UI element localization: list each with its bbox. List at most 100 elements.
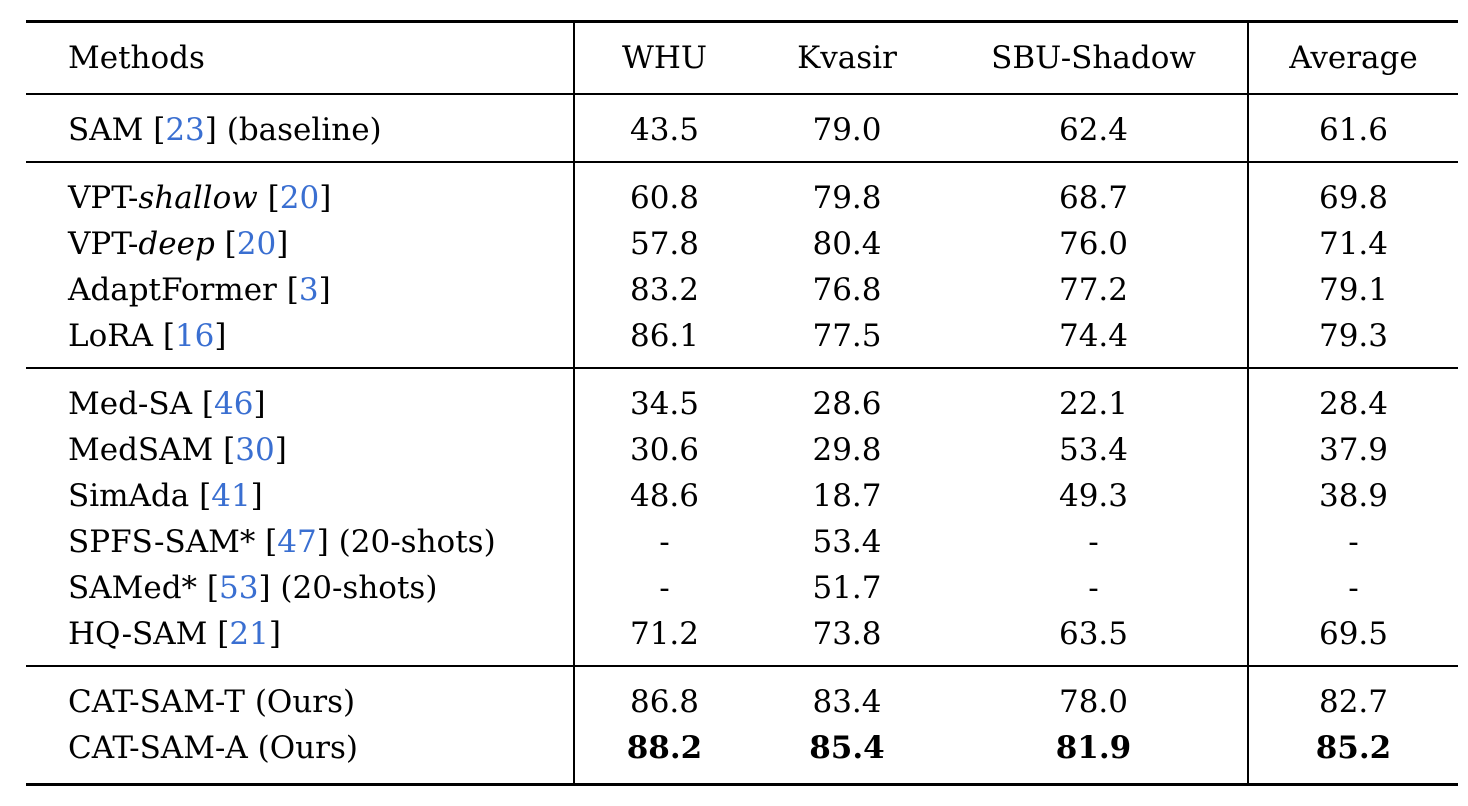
method-cell: AdaptFormer [3] [26, 267, 575, 313]
method-suffix: ] [268, 616, 281, 652]
method-cell: CAT-SAM-T (Ours) [26, 665, 575, 725]
method-suffix: ] [319, 180, 332, 216]
whu-value: 83.2 [629, 272, 700, 308]
citation-link[interactable]: 21 [229, 616, 269, 652]
table-row: HQ-SAM [21] 71.2 73.8 63.5 69.5 [26, 611, 1458, 666]
method-cell: SimAda [41] [26, 473, 575, 519]
method-suffix: ] [274, 432, 287, 468]
table-row: SPFS-SAM* [47] (20-shots) - 53.4 - - [26, 519, 1458, 565]
header-methods: Methods [26, 20, 575, 95]
sbu-value: - [940, 519, 1249, 565]
average-value: 71.4 [1318, 226, 1389, 262]
sbu-value: 68.7 [940, 161, 1249, 221]
method-suffix: ] (20-shots) [316, 524, 496, 560]
average-value: 79.3 [1318, 318, 1389, 354]
citation-link[interactable]: 20 [236, 226, 277, 262]
kvasir-value: 28.6 [754, 367, 940, 427]
average-value: - [1348, 524, 1359, 560]
method-name: VPT- [68, 226, 139, 262]
table-row: AdaptFormer [3] 83.2 76.8 77.2 79.1 [26, 267, 1458, 313]
kvasir-value: 80.4 [812, 226, 882, 262]
citation-link[interactable]: 53 [219, 570, 259, 606]
method-cell: SPFS-SAM* [47] (20-shots) [26, 519, 575, 565]
kvasir-value: 53.4 [812, 524, 882, 560]
header-kvasir: Kvasir [754, 20, 940, 95]
method-bracket: [ [214, 226, 237, 262]
group-sam-adaptation: Med-SA [46] 34.5 28.6 22.1 28.4 MedSAM [… [26, 367, 1458, 666]
sbu-value: 22.1 [940, 367, 1249, 427]
whu-value: 71.2 [629, 616, 700, 652]
citation-link[interactable]: 46 [213, 386, 254, 422]
average-value: 82.7 [1248, 665, 1458, 725]
table-row: VPT-shallow [20] 60.8 79.8 68.7 69.8 [26, 161, 1458, 221]
method-name: LoRA [ [68, 318, 175, 354]
results-table: Methods WHU Kvasir SBU-Shadow Average SA… [26, 20, 1458, 786]
kvasir-value: 76.8 [812, 272, 882, 308]
average-value: - [1348, 570, 1359, 606]
method-suffix: ] [318, 272, 331, 308]
method-name: SimAda [ [68, 478, 212, 514]
kvasir-value: 79.0 [812, 112, 882, 148]
sbu-value: 62.4 [940, 94, 1249, 162]
method-bracket: [ [257, 180, 280, 216]
citation-link[interactable]: 47 [277, 524, 317, 560]
whu-value: 34.5 [574, 367, 754, 427]
sbu-value: 74.4 [940, 313, 1249, 368]
citation-link[interactable]: 41 [211, 478, 251, 514]
average-value: 37.9 [1318, 432, 1389, 468]
method-cell: VPT-shallow [20] [26, 161, 575, 221]
citation-link[interactable]: 3 [298, 272, 319, 308]
method-suffix: ] [214, 318, 227, 354]
average-value: 28.4 [1248, 367, 1458, 427]
method-name: SAMed* [ [68, 570, 220, 606]
whu-value: 86.8 [574, 665, 754, 725]
citation-link[interactable]: 20 [279, 180, 320, 216]
group-peft: VPT-shallow [20] 60.8 79.8 68.7 69.8 VPT… [26, 161, 1458, 368]
whu-value: - [659, 524, 670, 560]
kvasir-value: 79.8 [754, 161, 940, 221]
method-cell: Med-SA [46] [26, 367, 575, 427]
whu-value: 30.6 [629, 432, 700, 468]
method-name: AdaptFormer [ [68, 272, 299, 308]
header-average: Average [1248, 20, 1458, 95]
method-cell: CAT-SAM-A (Ours) [26, 725, 575, 786]
average-value-best: 85.2 [1248, 725, 1458, 786]
whu-value: 43.5 [629, 112, 700, 148]
kvasir-value: 73.8 [812, 616, 882, 652]
citation-link[interactable]: 23 [165, 112, 205, 148]
citation-link[interactable]: 16 [174, 318, 215, 354]
sbu-value: 49.3 [940, 473, 1249, 519]
sbu-value: 76.0 [940, 221, 1249, 267]
method-cell: SAM [23] (baseline) [26, 94, 575, 162]
kvasir-value-best: 85.4 [754, 725, 940, 786]
citation-link[interactable]: 30 [235, 432, 275, 468]
whu-value: 48.6 [629, 478, 700, 514]
method-name: Med-SA [ [68, 386, 214, 422]
method-cell: HQ-SAM [21] [26, 611, 575, 666]
table-row: MedSAM [30] 30.6 29.8 53.4 37.9 [26, 427, 1458, 473]
header-whu: WHU [574, 20, 754, 95]
kvasir-value: 77.5 [812, 318, 882, 354]
table-row: SAMed* [53] (20-shots) - 51.7 - - [26, 565, 1458, 611]
sbu-value: 53.4 [940, 427, 1249, 473]
whu-value: - [659, 570, 670, 606]
whu-value: 57.8 [629, 226, 700, 262]
whu-value: 60.8 [574, 161, 754, 221]
average-value: 61.6 [1318, 112, 1389, 148]
table-row: VPT-deep [20] 57.8 80.4 76.0 71.4 [26, 221, 1458, 267]
group-baseline: SAM [23] (baseline) 43.5 79.0 62.4 61.6 [26, 94, 1458, 162]
header-row: Methods WHU Kvasir SBU-Shadow Average [26, 20, 1458, 95]
table-row: SimAda [41] 48.6 18.7 49.3 38.9 [26, 473, 1458, 519]
method-suffix: ] (baseline) [204, 112, 382, 148]
method-suffix: ] [253, 386, 266, 422]
table-row: SAM [23] (baseline) 43.5 79.0 62.4 61.6 [26, 94, 1458, 162]
kvasir-value: 51.7 [812, 570, 882, 606]
sbu-value: 77.2 [940, 267, 1249, 313]
kvasir-value: 83.4 [754, 665, 940, 725]
average-value: 38.9 [1318, 478, 1389, 514]
method-cell: LoRA [16] [26, 313, 575, 368]
method-name: VPT- [68, 180, 139, 216]
table-row: Med-SA [46] 34.5 28.6 22.1 28.4 [26, 367, 1458, 427]
method-variant: shallow [138, 180, 258, 216]
results-table-container: Methods WHU Kvasir SBU-Shadow Average SA… [26, 20, 1458, 786]
